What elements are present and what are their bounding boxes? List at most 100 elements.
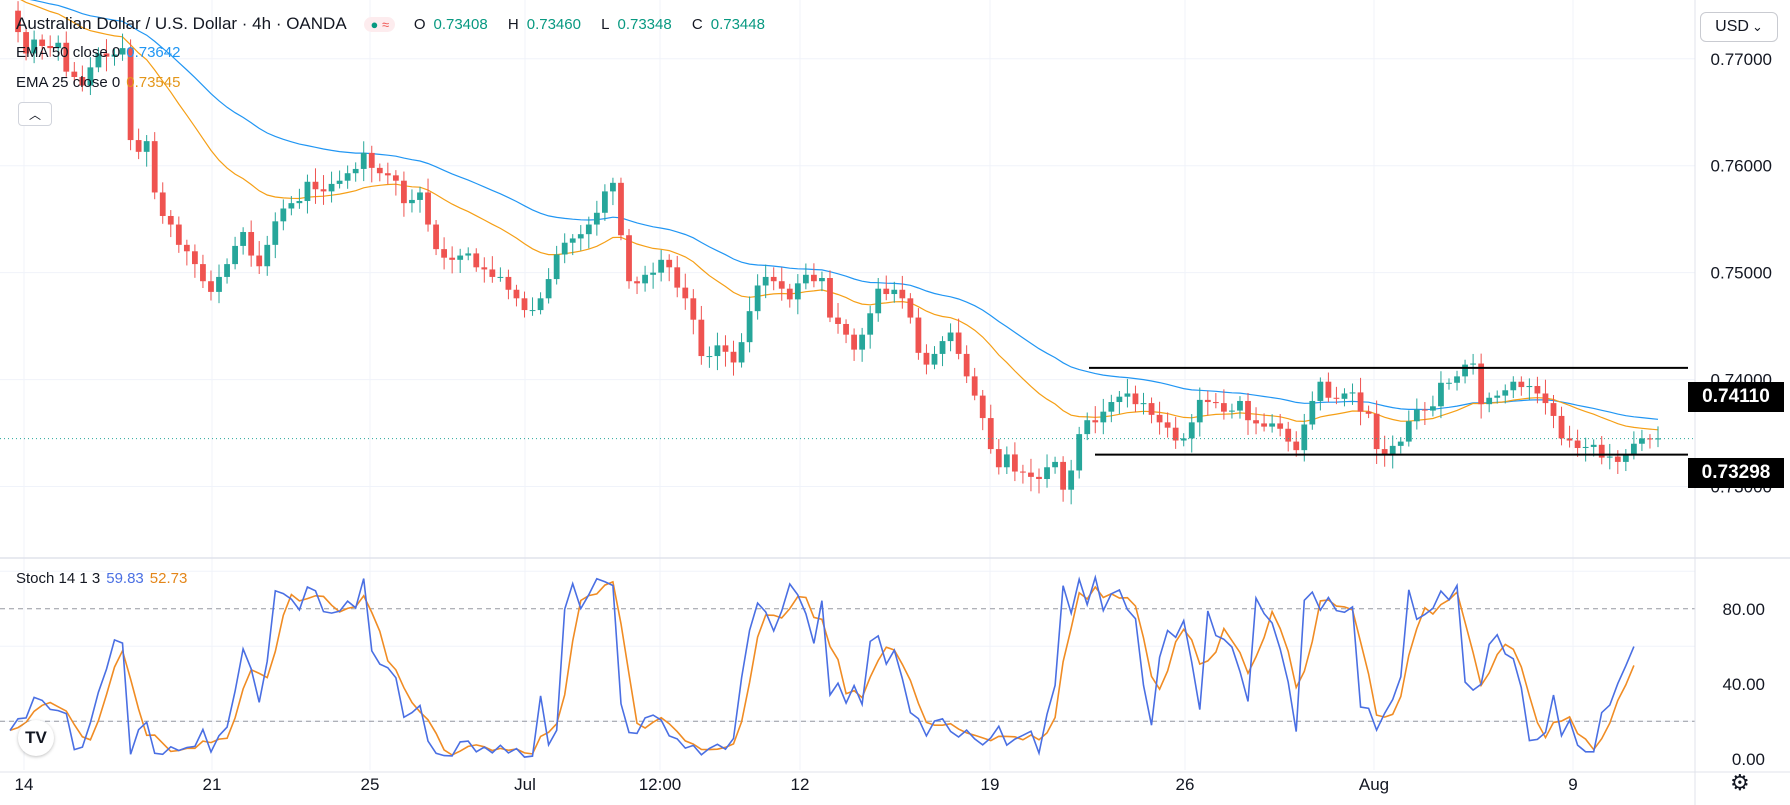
low-value: 0.73348 (617, 16, 672, 33)
candle-body (159, 192, 166, 216)
candle-body (1293, 441, 1300, 451)
time-tick-label: 25 (361, 775, 380, 794)
candle-body (1100, 411, 1107, 423)
candle-body (1140, 403, 1147, 405)
candle-body (835, 317, 841, 324)
candle-body (95, 53, 102, 68)
candle-body (883, 288, 890, 295)
candle-body (473, 253, 480, 268)
stoch-tick-label: 0.00 (1732, 750, 1765, 769)
candle-body (1397, 441, 1404, 446)
candle-body (1092, 420, 1099, 423)
candle-body (71, 71, 78, 77)
stoch-legend[interactable]: Stoch 14 1 3 59.83 52.73 (16, 570, 187, 587)
candle-body (1430, 406, 1436, 411)
candle-body (1341, 393, 1348, 399)
candle-body (907, 298, 914, 318)
candle-body (87, 67, 94, 86)
candle-body (23, 32, 29, 54)
candle-body (15, 10, 21, 33)
candle-body (272, 221, 279, 245)
candle-body (634, 281, 640, 284)
time-tick-label: 14 (15, 775, 34, 794)
time-tick-label: 12:00 (639, 775, 682, 794)
candle-body (794, 283, 801, 300)
candles (15, 1, 1661, 505)
candle-body (545, 279, 552, 299)
candle-body (312, 181, 319, 190)
tradingview-logo[interactable]: TV (18, 720, 54, 756)
candle-body (778, 281, 785, 289)
collapse-legend-button[interactable]: ︿ (18, 102, 52, 126)
candle-body (867, 313, 874, 335)
candle-body (288, 203, 295, 209)
candle-body (1478, 363, 1485, 405)
candle-body (1566, 438, 1573, 441)
candle-body (1630, 443, 1637, 455)
settings-gear-icon[interactable]: ⚙ (1730, 770, 1750, 795)
candle-body (1373, 413, 1380, 450)
candle-body (224, 264, 230, 277)
candle-body (1156, 414, 1163, 423)
candle-body (1639, 438, 1645, 444)
candle-body (513, 289, 520, 299)
candle-body (1381, 449, 1388, 455)
candle-body (1389, 445, 1396, 455)
candle-body (1365, 411, 1372, 414)
candle-body (1542, 393, 1549, 404)
candle-body (1245, 400, 1251, 421)
candle-body (1132, 393, 1139, 405)
candle-body (192, 251, 198, 265)
candle-body (1446, 382, 1452, 384)
candle-body (425, 192, 431, 225)
candle-body (256, 255, 263, 267)
candle-body (1076, 434, 1083, 471)
candle-body (1494, 395, 1501, 398)
symbol-legend[interactable]: Australian Dollar / U.S. Dollar · 4h · O… (16, 14, 781, 34)
stoch-d-line (9, 580, 1635, 756)
currency-selector[interactable]: USD ⌄ (1700, 12, 1778, 42)
candle-body (216, 276, 222, 292)
candle-body (167, 215, 174, 225)
candle-body (746, 311, 753, 343)
candle-body (1462, 364, 1468, 377)
candle-body (1212, 402, 1219, 404)
candle-body (859, 334, 866, 350)
candle-body (1413, 409, 1420, 422)
candle-body (754, 285, 761, 312)
candle-body (1180, 438, 1187, 441)
candle-body (593, 212, 600, 225)
ema25-legend[interactable]: EMA 25 close 0 0.73545 (16, 74, 180, 91)
ema50-legend[interactable]: EMA 50 close 0 0.73642 (16, 44, 180, 61)
ema25-value: 0.73545 (126, 74, 181, 91)
ema25-path (20, 0, 1659, 431)
currency-label: USD (1715, 18, 1749, 35)
candle-body (1253, 420, 1259, 424)
horizontal-levels[interactable] (0, 366, 1695, 456)
time-tick-label: Aug (1359, 775, 1389, 794)
candle-body (811, 274, 817, 282)
indicator-badge[interactable]: ● ≈ (364, 17, 396, 32)
candle-body (457, 255, 464, 260)
candle-body (39, 39, 46, 46)
ema25-label: EMA 25 close 0 (16, 74, 121, 91)
candle-body (1438, 382, 1444, 407)
candle-body (642, 274, 648, 284)
time-tick-label: 19 (981, 775, 1000, 794)
candle-body (1317, 381, 1324, 401)
candle-body (1124, 393, 1131, 397)
candle-body (328, 183, 335, 192)
candle-body (1590, 444, 1597, 447)
candle-body (1502, 390, 1509, 396)
candle-body (666, 259, 673, 268)
candle-body (280, 208, 287, 222)
candle-body (481, 267, 488, 270)
candle-body (827, 278, 833, 318)
ohlc-values: O 0.73408 H 0.73460 L 0.73348 C 0.73448 (414, 16, 781, 33)
candle-body (1116, 396, 1123, 403)
candle-body (1269, 423, 1276, 427)
support-price-label: 0.73298 (1688, 458, 1784, 488)
candle-body (1622, 454, 1629, 462)
